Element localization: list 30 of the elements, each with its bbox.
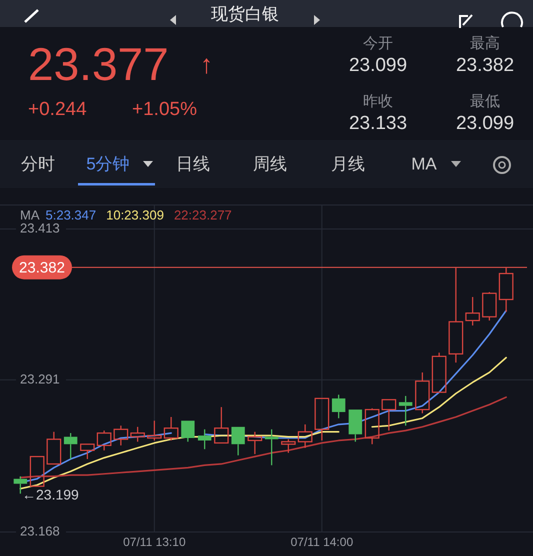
text: 23.099 (348, 55, 408, 76)
text: +0.244 (28, 99, 88, 120)
text: 昨收 (363, 92, 393, 110)
text: 23.099 (456, 113, 514, 134)
text: 分时 (21, 154, 55, 174)
text: 今开 (363, 34, 393, 52)
ref-line-label: 23.382 (19, 259, 65, 276)
y-tick-label: 23.291 (20, 371, 60, 386)
text: +1.05% (132, 99, 198, 120)
text: 23.382 (456, 55, 514, 76)
x-tick-label: 07/11 14:00 (290, 535, 354, 550)
text: 5:23.347 (46, 207, 96, 222)
text: MA (411, 154, 438, 174)
y-tick-label: 23.168 (20, 523, 60, 538)
text: 22:23.277 (174, 207, 232, 222)
legend-title: MA (20, 207, 40, 222)
chart-title: 现货白银 (211, 4, 279, 24)
text: 23.133 (348, 113, 408, 134)
annotation: ←23.199 (22, 486, 80, 503)
text: 10:23.309 (106, 207, 164, 222)
y-tick-label: 23.413 (20, 220, 60, 236)
text: 日线 (176, 154, 210, 174)
text: 最低 (470, 92, 500, 110)
text: 月线 (331, 154, 365, 174)
text: 5分钟 (86, 154, 130, 174)
text: 23.377 (28, 38, 169, 90)
text: 最高 (470, 34, 500, 52)
text: 周线 (253, 154, 287, 174)
text: ↑ (200, 48, 213, 79)
x-tick-label: 07/11 13:10 (123, 535, 186, 550)
